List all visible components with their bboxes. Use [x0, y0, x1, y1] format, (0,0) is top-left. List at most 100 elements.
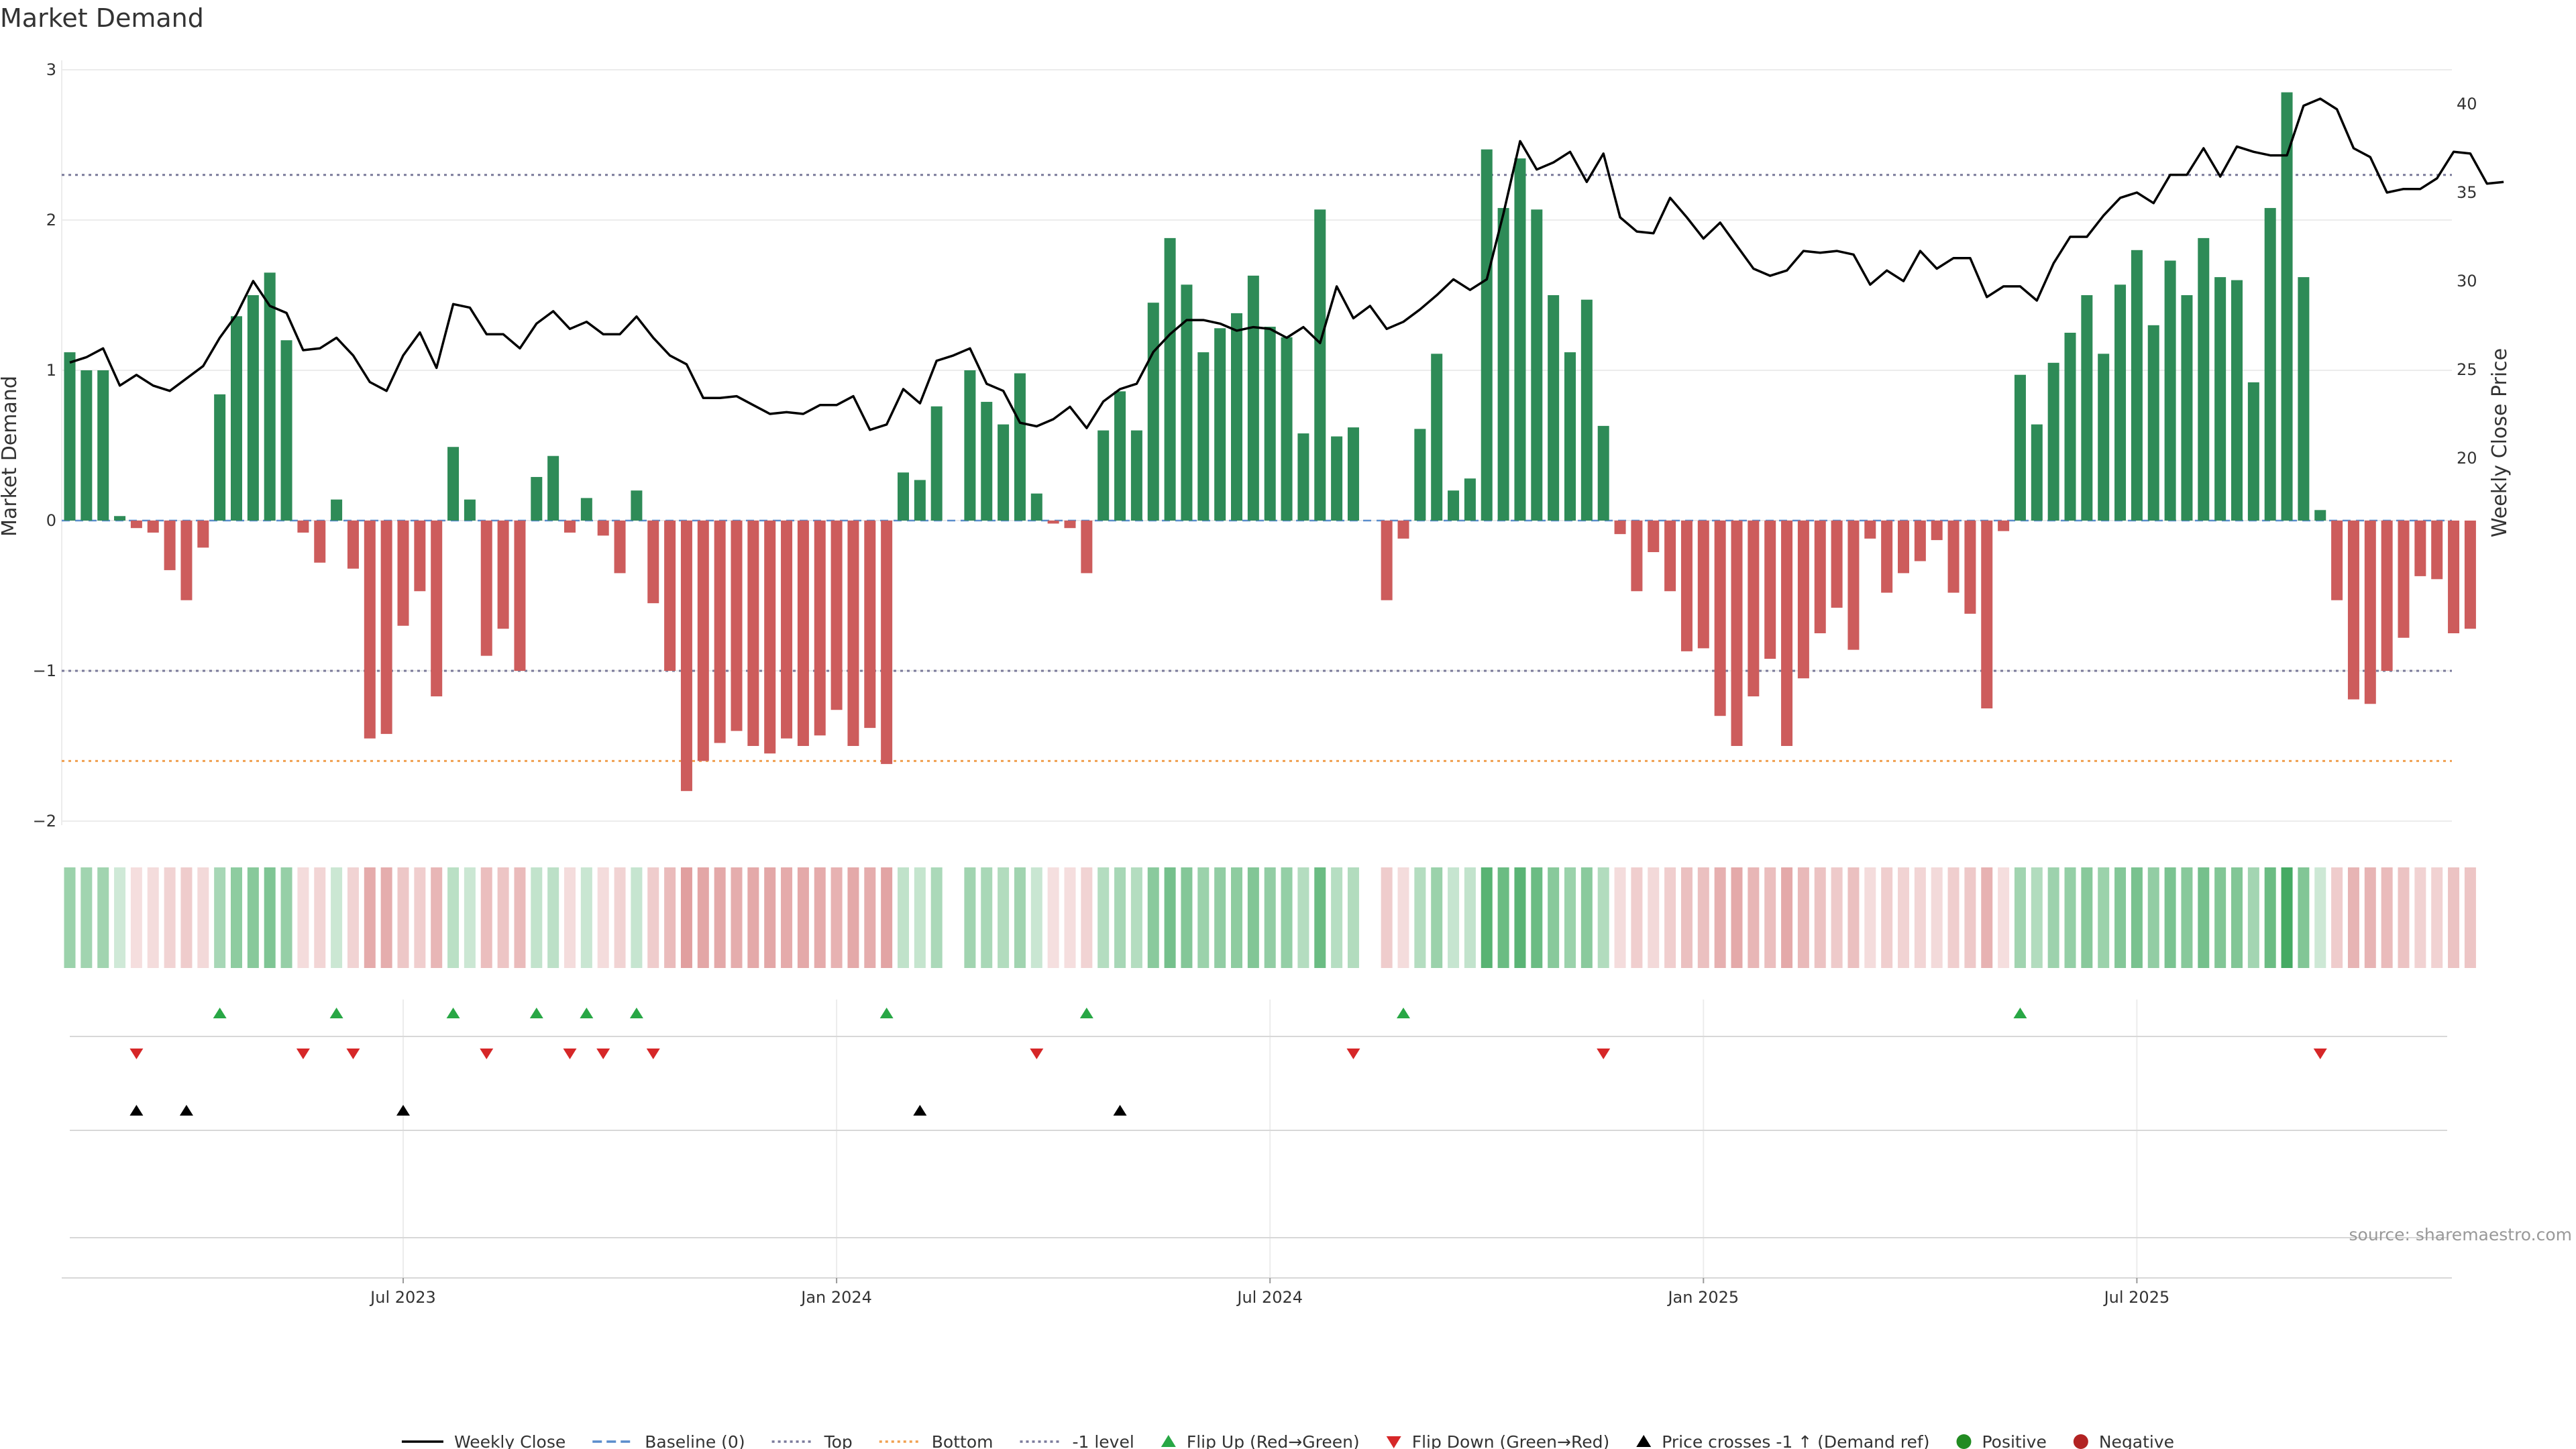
demand-bar [930, 406, 943, 521]
demand-bar [130, 521, 142, 529]
strip-cell [2431, 867, 2443, 968]
demand-bar [580, 498, 592, 521]
demand-bar [1331, 436, 1343, 521]
strip-cell [1347, 867, 1359, 968]
x-tick-label: Jul 2025 [2103, 1288, 2170, 1307]
flip-down-marker [646, 1049, 660, 1059]
price-cross-marker [179, 1105, 193, 1116]
strip-cell [2448, 867, 2460, 968]
strip-cell [664, 867, 676, 968]
legend: Weekly Close Baseline (0) Top Bottom -1 leve… [401, 1432, 2174, 1449]
demand-bar [214, 394, 226, 521]
legend-item: -1 level [1020, 1432, 1134, 1449]
demand-bar [147, 521, 159, 533]
strip-cell [414, 867, 426, 968]
strip-cell [264, 867, 276, 968]
strip-cell [1097, 867, 1110, 968]
demand-bar [1064, 521, 1076, 529]
legend-swatch [1636, 1435, 1652, 1447]
strip-cell [2298, 867, 2310, 968]
strip-cell [781, 867, 793, 968]
strip-cell [1664, 867, 1676, 968]
strip-cell [1564, 867, 1576, 968]
flip-down-marker [1597, 1049, 1611, 1059]
strip-cell [580, 867, 592, 968]
strip-cell [2364, 867, 2376, 968]
demand-bar [2131, 250, 2143, 521]
strip-cell [2014, 867, 2026, 968]
strip-cell [497, 867, 509, 968]
y-tick-label: 3 [46, 60, 56, 79]
y2-tick-label: 35 [2457, 183, 2477, 202]
demand-bar [547, 455, 559, 521]
strip-cell [647, 867, 659, 968]
demand-bar [731, 521, 743, 731]
legend-label: Positive [1982, 1432, 2046, 1449]
legend-label: Bottom [932, 1432, 994, 1449]
legend-item: Baseline (0) [592, 1432, 745, 1449]
strip-cell [2081, 867, 2093, 968]
strip-cell [364, 867, 376, 968]
demand-bar [914, 480, 926, 521]
demand-bar [1847, 521, 1860, 650]
strip-cell [1164, 867, 1176, 968]
right-axis: 40 35 30 25 20 [2457, 95, 2477, 468]
demand-bar [1964, 521, 1976, 614]
demand-bar [1831, 521, 1843, 608]
demand-bar [497, 521, 509, 629]
flip-up-marker [879, 1008, 894, 1018]
demand-bar [2281, 92, 2293, 521]
price-cross-marker [396, 1105, 410, 1116]
strip-cell [531, 867, 543, 968]
strip-cell [680, 867, 692, 968]
strip-cell [1914, 867, 1926, 968]
demand-bar [514, 521, 526, 671]
strip-cell [1814, 867, 1826, 968]
strip-cell [1030, 867, 1042, 968]
demand-bar [364, 521, 376, 739]
demand-bar [597, 521, 609, 536]
demand-bar [1147, 303, 1159, 521]
strip-cell [998, 867, 1010, 968]
strip-cell [547, 867, 559, 968]
demand-bar [1214, 328, 1226, 521]
demand-bar [1748, 521, 1760, 697]
strip-cell [2064, 867, 2076, 968]
strip-cell [64, 867, 76, 968]
strip-cell [397, 867, 409, 968]
strip-cell [814, 867, 826, 968]
strip-cell [1231, 867, 1242, 968]
strip-cell [2331, 867, 2343, 968]
demand-bar [1881, 521, 1893, 593]
demand-bar [114, 516, 126, 521]
demand-bar [2098, 354, 2110, 521]
strip-cell [464, 867, 476, 968]
demand-bar [231, 316, 242, 521]
demand-bar [1697, 521, 1709, 649]
strip-cell [764, 867, 776, 968]
strip-cell [1797, 867, 1809, 968]
strip-cell [1314, 867, 1326, 968]
legend-item: Flip Down (Green→Red) [1386, 1432, 1610, 1449]
demand-bar [1998, 521, 2010, 531]
strip-cell [1147, 867, 1159, 968]
demand-bar [247, 295, 259, 521]
x-tick-label: Jan 2025 [1666, 1288, 1739, 1307]
demand-bar [80, 370, 93, 521]
legend-label: Weekly Close [454, 1432, 566, 1449]
demand-bar [1597, 425, 1609, 521]
demand-bar [998, 424, 1010, 521]
strip-cell [847, 867, 859, 968]
legend-label: Negative [2099, 1432, 2174, 1449]
demand-bar [981, 402, 993, 521]
demand-bar [898, 472, 909, 521]
strip-cell [147, 867, 159, 968]
legend-label: Flip Down (Green→Red) [1412, 1432, 1610, 1449]
demand-bar [1281, 337, 1293, 521]
demand-bar [2064, 333, 2076, 521]
demand-bar [830, 521, 843, 710]
legend-label: Price crosses -1 ↑ (Demand ref) [1662, 1432, 1929, 1449]
strip-cell [1130, 867, 1142, 968]
y2-tick-label: 25 [2457, 360, 2477, 379]
strip-cell [1580, 867, 1593, 968]
